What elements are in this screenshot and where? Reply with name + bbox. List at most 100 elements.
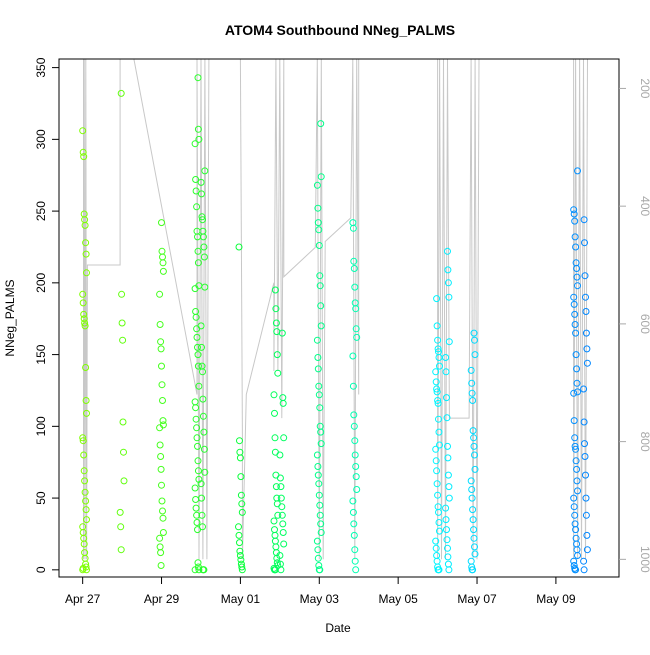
data-point: [442, 368, 450, 376]
data-point: [315, 480, 323, 488]
data-point: [316, 282, 324, 290]
data-point: [314, 204, 322, 212]
data-point: [572, 351, 580, 359]
data-point: [315, 391, 323, 399]
data-point: [81, 319, 89, 327]
data-point: [314, 554, 322, 562]
data-point: [195, 475, 203, 483]
data-point: [278, 503, 286, 511]
data-point: [157, 338, 165, 346]
data-point: [79, 564, 87, 572]
y-tick-label: 300: [34, 129, 48, 149]
right-tick-label: 1000: [638, 546, 650, 573]
data-point: [199, 233, 207, 241]
data-point: [349, 497, 357, 505]
data-point: [195, 566, 203, 574]
data-point: [156, 424, 164, 432]
y-tick-label: 200: [34, 273, 48, 293]
data-point: [315, 242, 323, 249]
data-point: [82, 497, 90, 505]
data-point: [159, 417, 167, 425]
data-point: [313, 451, 321, 459]
data-point: [580, 216, 588, 224]
data-point: [83, 516, 90, 524]
data-point: [349, 508, 357, 516]
data-point: [444, 544, 451, 552]
data-point: [82, 364, 90, 371]
data-point: [195, 382, 203, 390]
data-point: [583, 546, 591, 554]
data-point: [470, 526, 478, 534]
data-point: [571, 442, 579, 450]
data-point: [198, 190, 205, 198]
data-point: [80, 467, 88, 475]
data-point: [82, 250, 90, 258]
data-point: [276, 552, 284, 559]
data-point: [580, 557, 588, 565]
data-point: [349, 382, 357, 390]
y-axis-label: NNeg_PALMS: [3, 279, 17, 356]
data-point: [314, 365, 322, 373]
data-point: [350, 531, 358, 539]
data-point: [572, 457, 580, 465]
data-point: [270, 517, 278, 525]
data-point: [157, 562, 165, 569]
data-point: [238, 566, 246, 574]
data-point: [157, 549, 165, 557]
data-point: [236, 539, 243, 547]
data-point: [192, 404, 200, 412]
data-point: [468, 389, 476, 397]
data-point: [443, 536, 451, 544]
data-point: [316, 404, 324, 412]
y-tick-label: 50: [34, 491, 48, 505]
data-point: [79, 148, 87, 156]
x-tick-label: May 09: [536, 592, 576, 606]
data-point: [79, 299, 87, 307]
data-point: [198, 511, 206, 519]
data-point: [469, 506, 477, 514]
data-point: [193, 424, 201, 432]
data-point: [199, 216, 206, 224]
data-point: [316, 511, 324, 519]
data-point: [352, 566, 360, 574]
data-point: [433, 295, 441, 303]
data-point: [352, 463, 360, 470]
data-point: [445, 293, 453, 301]
data-point: [570, 389, 578, 397]
data-point: [194, 343, 201, 351]
data-point: [280, 540, 288, 548]
data-point: [197, 322, 205, 330]
data-point: [351, 451, 359, 459]
data-point: [79, 290, 87, 298]
data-point: [582, 494, 590, 502]
data-point: [314, 471, 322, 479]
data-point: [570, 206, 578, 214]
data-point: [79, 434, 87, 442]
data-point: [582, 511, 590, 519]
data-point: [573, 365, 581, 373]
data-point: [572, 526, 580, 534]
data-point: [272, 483, 280, 491]
data-point: [158, 362, 165, 370]
data-point: [572, 445, 580, 453]
data-point: [156, 321, 164, 328]
data-point: [436, 362, 443, 370]
data-point: [279, 520, 287, 528]
data-point: [79, 127, 87, 135]
data-point: [277, 566, 285, 574]
right-tick-label: 800: [638, 432, 650, 452]
data-point: [570, 293, 578, 301]
data-point: [468, 379, 476, 387]
data-point: [192, 176, 200, 183]
data-point: [434, 399, 442, 407]
data-point: [236, 547, 244, 555]
data-point: [444, 553, 452, 561]
data-point: [353, 333, 361, 341]
data-point: [191, 140, 199, 148]
data-point: [445, 338, 453, 346]
data-point: [81, 488, 89, 496]
data-point: [238, 500, 246, 508]
data-point: [582, 293, 589, 301]
data-point: [435, 519, 443, 526]
data-point: [353, 486, 361, 493]
